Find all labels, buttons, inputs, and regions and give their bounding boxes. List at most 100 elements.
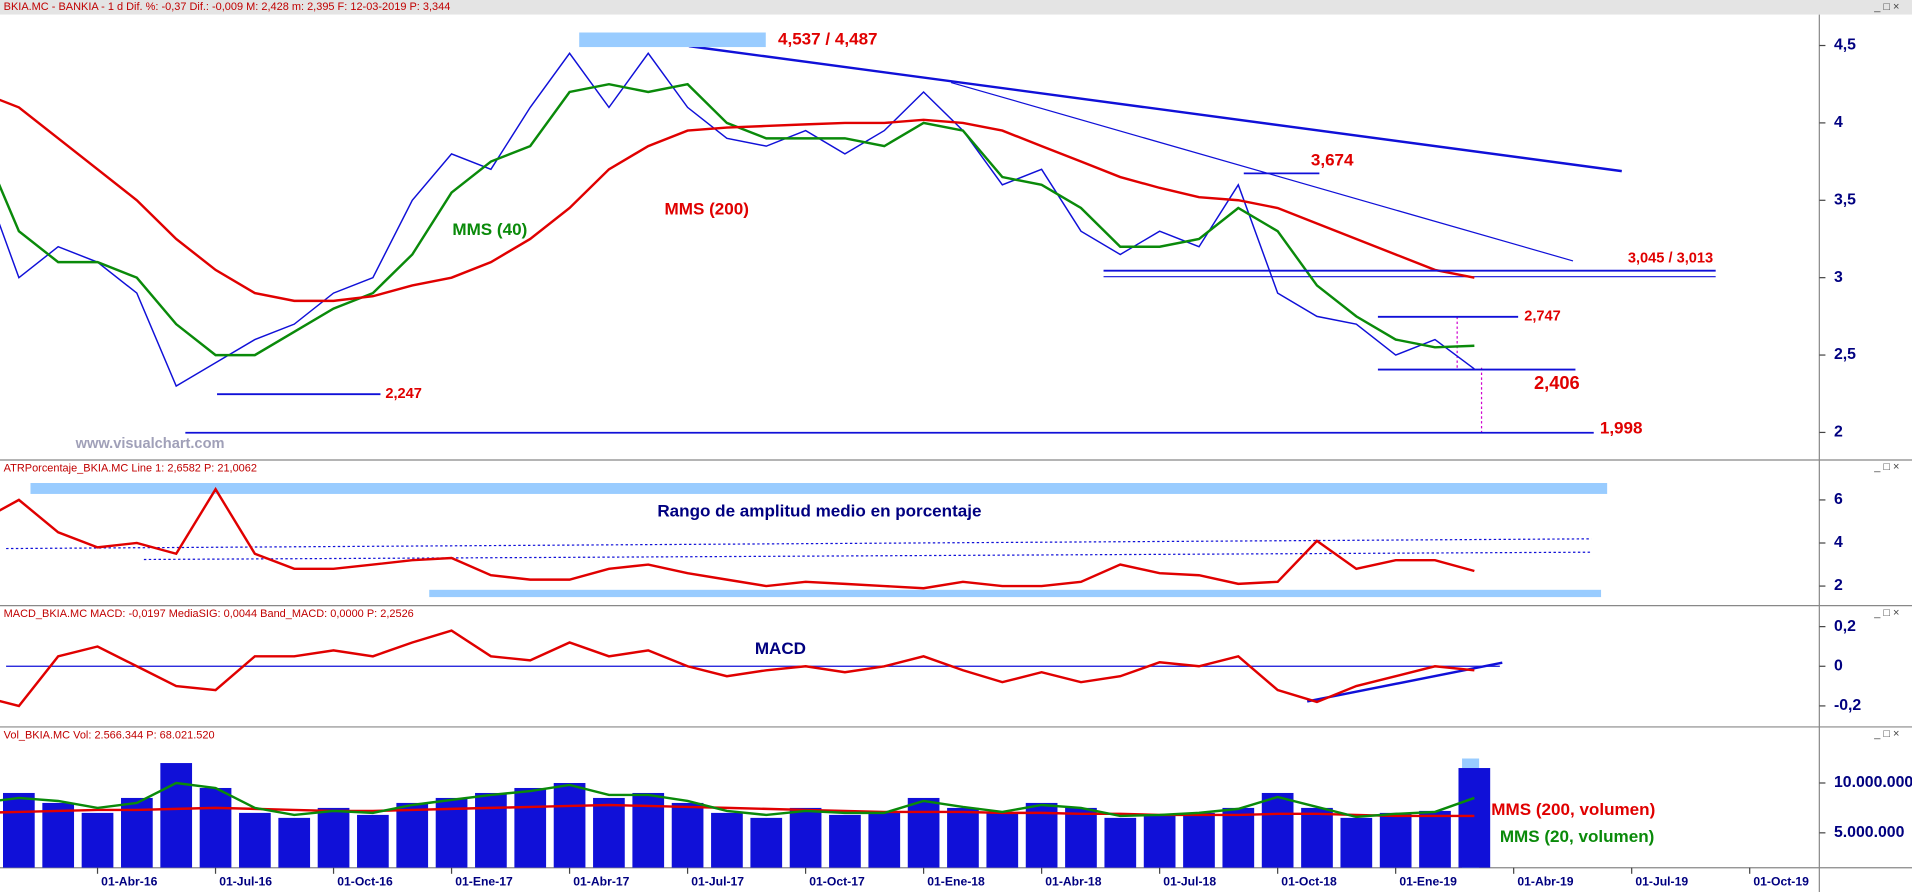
volume-bar bbox=[907, 797, 940, 868]
series-line bbox=[0, 629, 1475, 708]
volume-bar bbox=[317, 807, 350, 868]
series-line bbox=[0, 803, 1475, 818]
panel-header: Vol_BKIA.MC Vol: 2.566.344 P: 68.021.520 bbox=[4, 729, 215, 741]
volume-bar bbox=[1379, 812, 1412, 868]
y-tick-label: 0 bbox=[1834, 657, 1843, 674]
y-tick-label: 3 bbox=[1834, 269, 1843, 286]
x-tick-label: 01-Ene-18 bbox=[927, 875, 985, 889]
volume-bar bbox=[632, 792, 665, 868]
volume-bar bbox=[278, 817, 311, 868]
volume-bar bbox=[1419, 810, 1451, 868]
x-tick-label: 01-Ene-17 bbox=[455, 875, 513, 889]
volume-bar bbox=[829, 814, 861, 868]
volume-bar bbox=[396, 802, 429, 868]
y-tick-label: 10.000.000 bbox=[1834, 774, 1912, 791]
volume-bar bbox=[1222, 807, 1255, 868]
x-tick-label: 01-Oct-16 bbox=[337, 875, 393, 889]
x-tick-label: 01-Jul-17 bbox=[691, 875, 744, 889]
level-label: 2,747 bbox=[1524, 309, 1561, 325]
y-tick-label: 4 bbox=[1834, 114, 1843, 131]
volume-bar bbox=[1143, 814, 1176, 868]
y-tick-label: 6 bbox=[1834, 491, 1843, 508]
volume-bar bbox=[593, 797, 625, 868]
volume-bar bbox=[947, 807, 979, 868]
watermark: www.visualchart.com bbox=[75, 436, 225, 452]
volume-bar bbox=[1301, 807, 1333, 868]
y-tick-label: 0,2 bbox=[1834, 618, 1856, 635]
volume-bar bbox=[42, 802, 75, 868]
level-band bbox=[579, 32, 766, 48]
y-tick-label: 2 bbox=[1834, 424, 1843, 441]
series-line bbox=[0, 486, 1475, 590]
volume-bar bbox=[514, 787, 547, 868]
series-label: MMS (200, volumen) bbox=[1491, 800, 1655, 819]
panel-plot bbox=[0, 629, 1475, 708]
level-label: 1,998 bbox=[1600, 419, 1643, 438]
volume-bar bbox=[475, 792, 507, 868]
volume-bar bbox=[121, 797, 153, 868]
series-line bbox=[0, 98, 1475, 303]
volume-bar bbox=[2, 792, 35, 868]
volume-bar bbox=[1261, 792, 1294, 868]
x-tick-label: 01-Abr-17 bbox=[573, 875, 629, 889]
x-tick-label: 01-Jul-16 bbox=[219, 875, 272, 889]
volume-bar bbox=[1065, 807, 1097, 868]
svg-text:_ □ ×: _ □ × bbox=[1873, 1, 1899, 13]
volume-bar bbox=[553, 782, 586, 868]
volume-bar bbox=[1458, 768, 1491, 868]
volume-bar bbox=[357, 814, 389, 868]
panel-header: BKIA.MC - BANKIA - 1 d Dif. %: -0,37 Dif… bbox=[4, 1, 451, 13]
series-label: MMS (20, volumen) bbox=[1500, 827, 1654, 846]
x-tick-label: 01-Oct-17 bbox=[809, 875, 865, 889]
y-tick-label: 3,5 bbox=[1834, 191, 1856, 208]
series-label: MMS (40) bbox=[452, 220, 527, 239]
panel-plot bbox=[0, 763, 1491, 868]
panel-title: MACD bbox=[755, 639, 806, 658]
panel-title: Rango de amplitud medio en porcentaje bbox=[657, 502, 981, 521]
y-tick-label: 2 bbox=[1834, 577, 1843, 594]
x-tick-label: 01-Jul-19 bbox=[1635, 875, 1688, 889]
volume-bar bbox=[199, 787, 232, 868]
svg-text:_ □ ×: _ □ × bbox=[1873, 461, 1899, 473]
x-tick-label: 01-Abr-16 bbox=[101, 875, 157, 889]
x-tick-label: 01-Abr-18 bbox=[1045, 875, 1101, 889]
y-tick-label: 4,5 bbox=[1834, 37, 1856, 54]
level-label: 2,247 bbox=[385, 386, 422, 402]
volume-bar bbox=[711, 812, 743, 868]
x-tick-label: 01-Oct-19 bbox=[1753, 875, 1809, 889]
volume-bar bbox=[81, 812, 114, 868]
svg-text:_ □ ×: _ □ × bbox=[1873, 728, 1899, 740]
x-tick-label: 01-Ene-19 bbox=[1399, 875, 1457, 889]
level-label: 3,045 / 3,013 bbox=[1628, 250, 1713, 266]
svg-text:_ □ ×: _ □ × bbox=[1873, 607, 1899, 619]
volume-bar bbox=[239, 812, 271, 868]
window-buttons: _ □ × _ □ × _ □ × _ □ × bbox=[1873, 1, 1899, 740]
panel-plot bbox=[0, 52, 1475, 388]
volume-bar bbox=[1183, 812, 1215, 868]
series-label: MMS (200) bbox=[665, 199, 749, 218]
volume-bar bbox=[1104, 817, 1137, 868]
level-label: 4,537 / 4,487 bbox=[778, 29, 878, 48]
panel-header: MACD_BKIA.MC MACD: -0,0197 MediaSIG: 0,0… bbox=[4, 608, 414, 620]
volume-bar bbox=[671, 802, 704, 868]
volume-bar bbox=[986, 812, 1019, 868]
x-tick-label: 01-Abr-19 bbox=[1517, 875, 1573, 889]
x-tick-label: 01-Jul-18 bbox=[1163, 875, 1216, 889]
series-line bbox=[0, 781, 1475, 819]
volume-bar bbox=[160, 763, 193, 868]
y-tick-label: 2,5 bbox=[1834, 346, 1856, 363]
level-label: 2,406 bbox=[1534, 372, 1580, 393]
series-line bbox=[0, 82, 1475, 357]
level-label: 3,674 bbox=[1311, 151, 1354, 170]
volume-bar bbox=[1340, 817, 1373, 868]
y-tick-label: 4 bbox=[1834, 534, 1843, 551]
x-tick-label: 01-Oct-18 bbox=[1281, 875, 1337, 889]
panel-plot bbox=[0, 486, 1475, 590]
volume-bar bbox=[789, 807, 822, 868]
volume-bar bbox=[868, 812, 901, 868]
volume-bar bbox=[750, 817, 783, 868]
y-tick-label: -0,2 bbox=[1834, 697, 1861, 714]
